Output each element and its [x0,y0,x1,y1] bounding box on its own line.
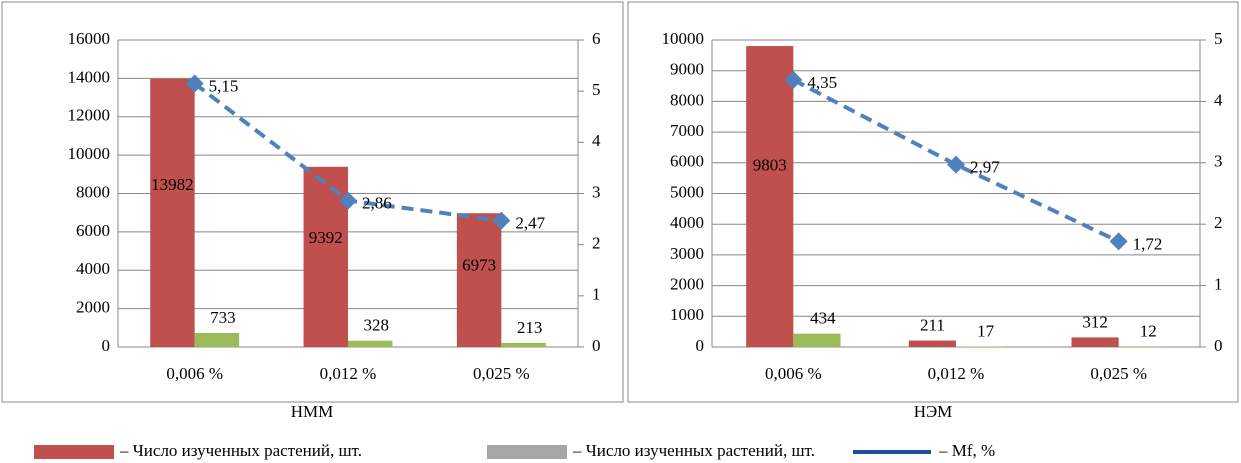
y2-tick-label: 5 [592,80,601,99]
bar [793,333,841,347]
y-tick-label: 0 [102,336,111,355]
data-label: 5,15 [209,76,239,95]
chart-frame [1,1,624,403]
bar [456,213,502,347]
data-label: 2,47 [515,214,545,233]
legend-swatch [853,450,931,454]
bar [746,46,794,347]
y-tick-label: 5000 [670,182,704,201]
data-label: 328 [363,316,389,335]
bar [303,166,348,347]
bar [150,78,195,348]
y2-tick-label: 0 [1214,336,1223,355]
y-tick-label: 4000 [670,213,704,232]
y-tick-label: 6000 [670,152,704,171]
y-tick-label: 14000 [68,67,111,86]
chart-caption: НЭМ [914,402,953,421]
data-label: 9392 [309,228,343,247]
data-label: 13982 [151,175,194,194]
data-label: 312 [1082,312,1108,331]
line [792,78,1120,244]
bar [1071,337,1119,347]
data-label: 1,72 [1133,234,1163,253]
y-tick-label: 16000 [68,29,111,48]
y-tick-label: 12000 [68,106,111,125]
y2-tick-label: 4 [1214,90,1223,109]
data-label: 6973 [462,256,496,275]
marker [339,191,357,210]
y2-tick-label: 2 [1214,213,1223,232]
marker [1109,232,1128,251]
y2-tick-label: 6 [592,29,601,48]
legend-label: – Mf, % [938,441,995,460]
x-tick-label: 0,006 % [765,364,822,383]
y-tick-label: 2000 [670,275,704,294]
y-tick-label: 10000 [662,29,705,48]
y-tick-label: 10000 [68,144,111,163]
data-label: 9803 [753,155,787,174]
y-tick-label: 3000 [670,244,704,263]
legend-label: – Число изученных растений, шт. [119,441,362,460]
y-tick-label: 8000 [76,182,110,201]
y-tick-label: 9000 [670,60,704,79]
bar [348,340,393,347]
y2-tick-label: 0 [592,336,601,355]
data-label: 213 [517,318,543,337]
data-label: 2,86 [362,194,392,213]
marker [185,74,204,93]
data-label: 17 [977,321,995,340]
x-tick-label: 0,025 % [473,364,530,383]
y-tick-label: 1000 [670,305,704,324]
y-tick-label: 0 [696,336,705,355]
data-label: 733 [210,308,236,327]
marker [784,70,803,89]
data-label: 2,97 [970,158,1000,177]
y2-tick-label: 2 [592,234,601,253]
bar [908,340,956,347]
data-label: 211 [920,315,945,334]
x-tick-label: 0,025 % [1090,364,1147,383]
bar [194,332,240,347]
chart-frame [627,1,1239,403]
legend-label: – Число изученных растений, шт. [572,441,815,460]
bar [956,346,1004,347]
data-label: 4,35 [807,73,837,92]
x-tick-label: 0,012 % [320,364,377,383]
x-tick-label: 0,012 % [928,364,985,383]
marker [492,211,511,230]
bar [501,342,546,347]
legend-swatch [487,445,567,459]
y-tick-label: 6000 [76,221,110,240]
legend-swatch [34,445,114,459]
x-tick-label: 0,006 % [166,364,223,383]
y-tick-label: 7000 [670,121,704,140]
data-label: 12 [1140,322,1157,341]
data-label: 434 [810,309,836,328]
chart-caption: НММ [291,402,334,421]
y2-tick-label: 4 [592,131,601,150]
y2-tick-label: 3 [1214,152,1223,171]
y-tick-label: 2000 [76,298,110,317]
y-tick-label: 8000 [670,90,704,109]
y2-tick-label: 1 [592,285,601,304]
marker [947,155,965,174]
y-tick-label: 4000 [76,259,110,278]
y2-tick-label: 3 [592,182,601,201]
y2-tick-label: 5 [1214,29,1223,48]
y2-tick-label: 1 [1214,275,1223,294]
